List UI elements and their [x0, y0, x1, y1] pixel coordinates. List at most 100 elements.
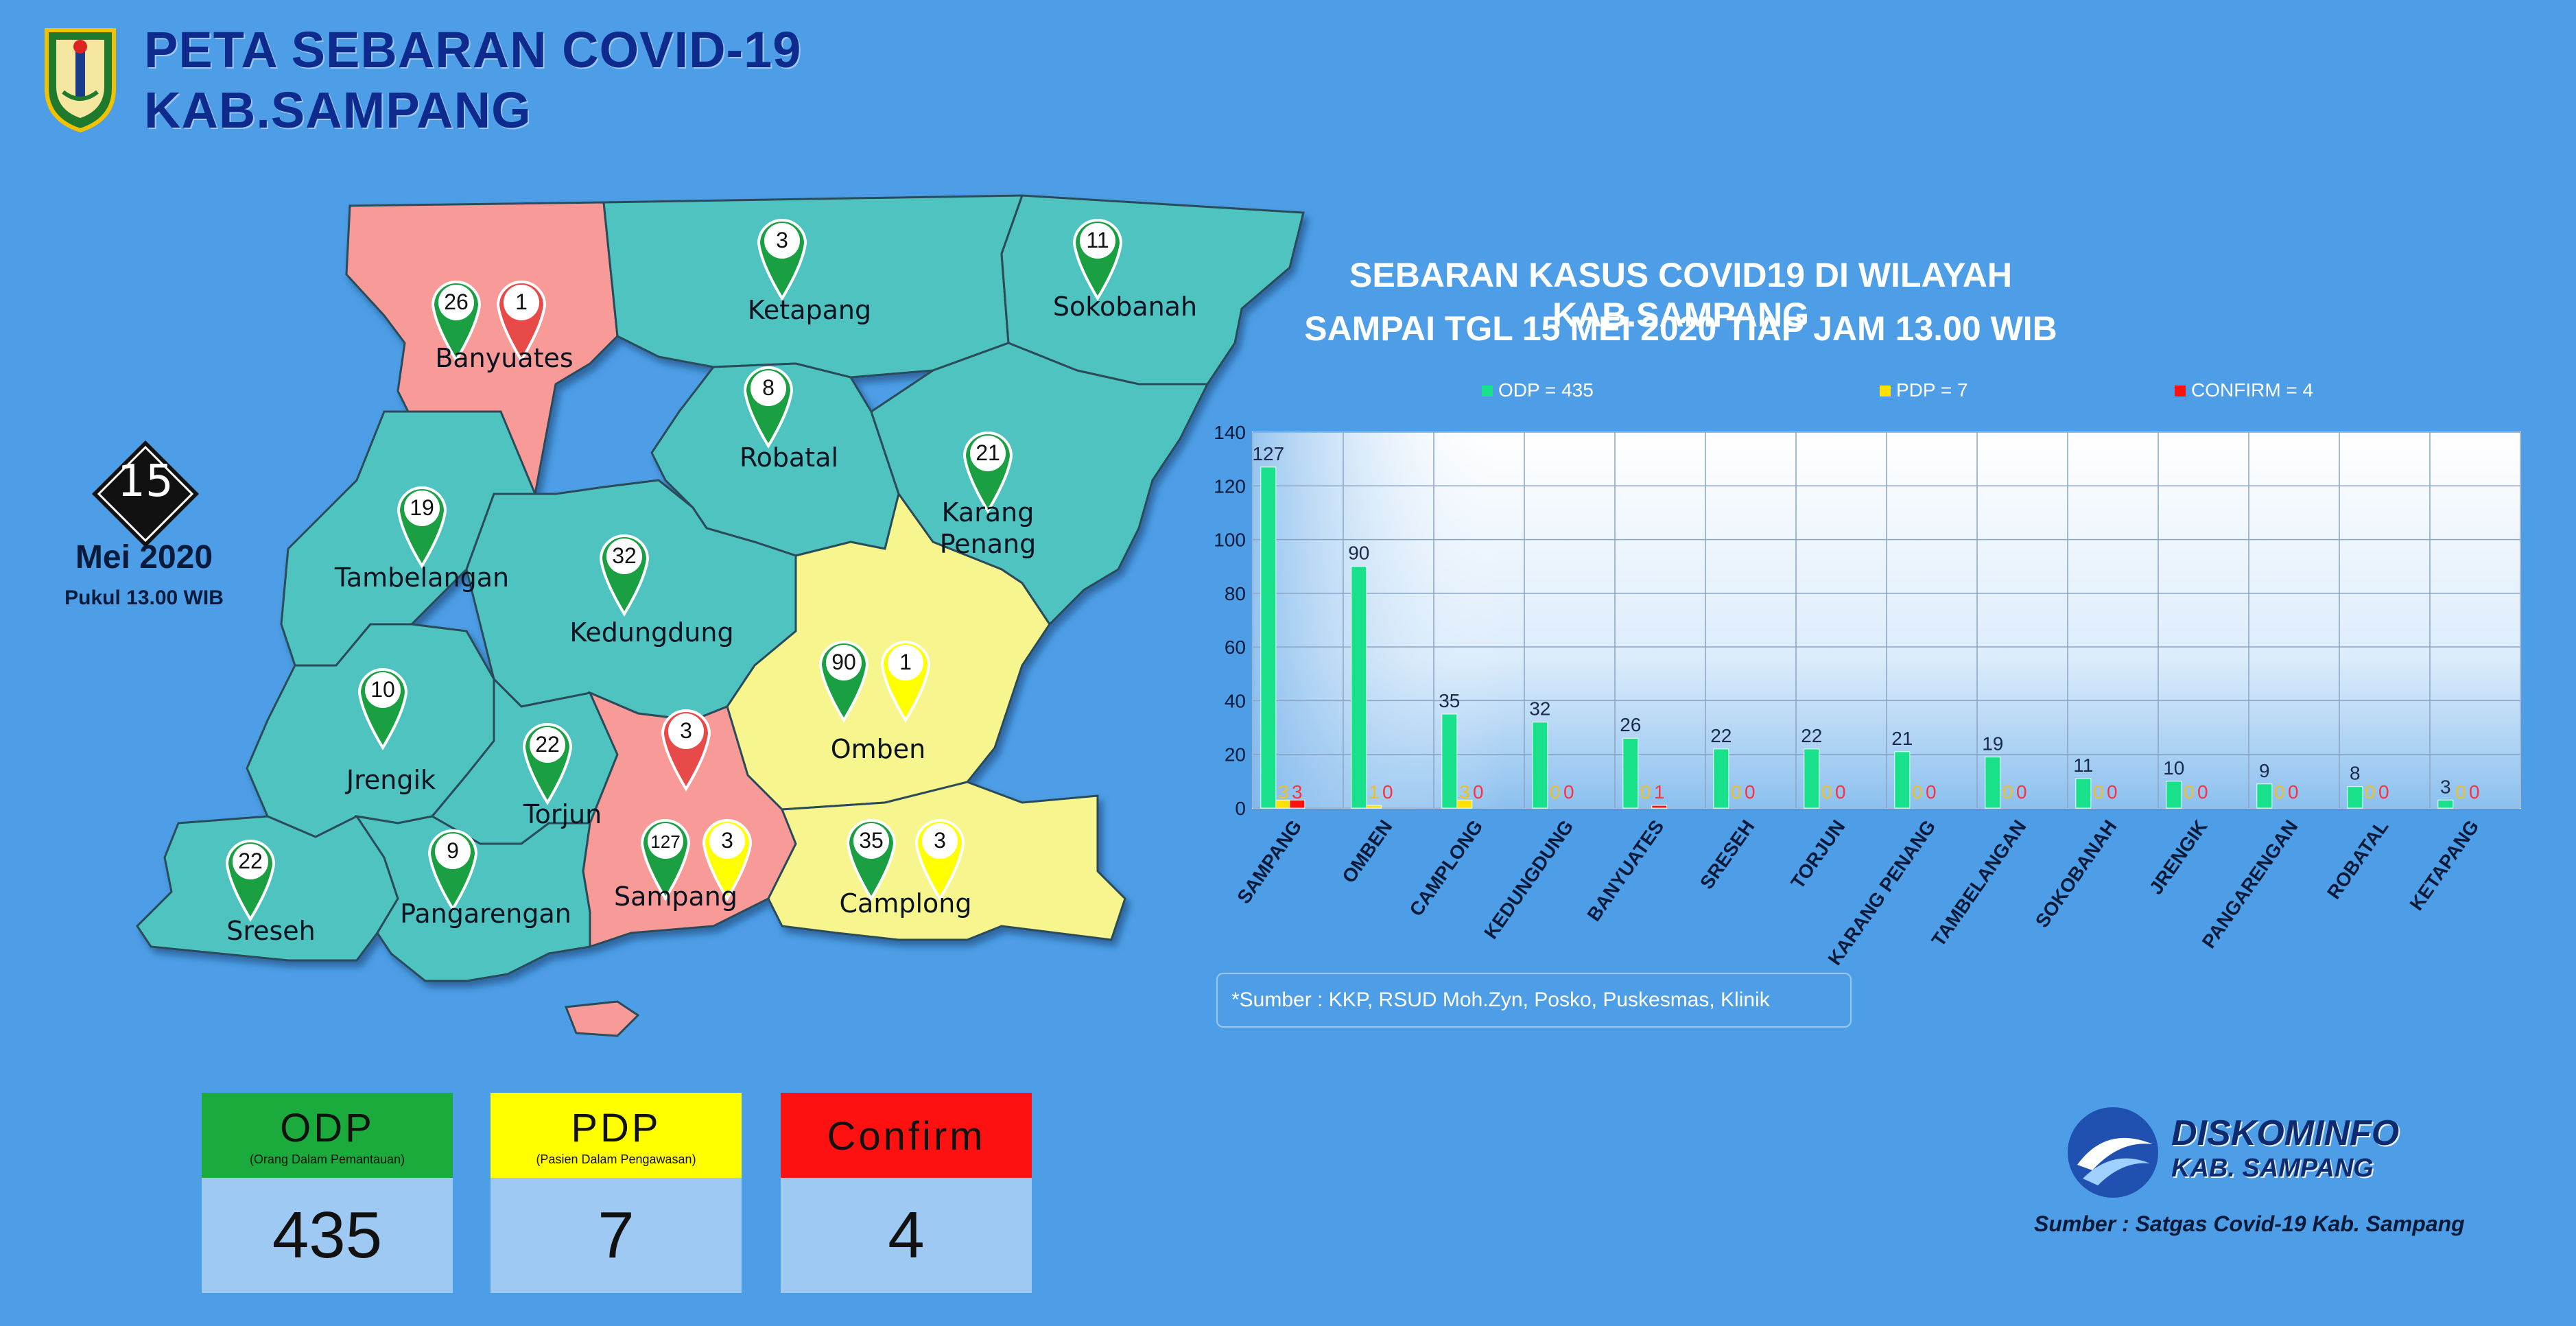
bar-value-label: 8	[2350, 763, 2361, 784]
bar-value-label: 0	[2365, 781, 2376, 803]
confirm-pin-value: 3	[680, 718, 692, 743]
bar-value-label: 0	[2107, 781, 2118, 803]
bar-value-label: 0	[1382, 781, 1393, 803]
island-mandangin	[564, 1000, 640, 1037]
bar-value-label: 0	[2288, 781, 2299, 803]
bar-value-label: 22	[1710, 725, 1732, 746]
bar-2	[1651, 805, 1668, 809]
bar-value-label: 35	[1439, 690, 1460, 711]
bar-value-label: 3	[1459, 781, 1470, 803]
odp-pin-robatal: 8	[743, 366, 794, 449]
odp-pin-value: 35	[859, 828, 884, 853]
region-sampang	[582, 691, 797, 949]
bar-0	[2075, 778, 2092, 809]
x-tick-label: SOKOBANAH	[2031, 816, 2121, 932]
bar-value-label: 0	[2274, 781, 2285, 803]
date-month: Mei 2020	[75, 539, 213, 576]
odp-pin-sokobanah: 11	[1072, 219, 1123, 301]
bar-value-label: 3	[2440, 776, 2451, 797]
y-tick-label: 20	[1225, 744, 1246, 766]
bar-value-label: 0	[1640, 781, 1651, 803]
y-tick-label: 140	[1214, 422, 1246, 443]
legend-label: PDP = 7	[1896, 379, 1968, 401]
odp-pin-ketapang: 3	[757, 219, 807, 301]
odp-pin-value: 8	[762, 375, 775, 400]
x-tick-label: OMBEN	[1338, 816, 1396, 887]
bar-value-label: 9	[2259, 760, 2270, 781]
bar-value-label: 21	[1891, 728, 1913, 749]
bar-0	[1532, 722, 1548, 809]
x-tick-label: PANGARENGAN	[2198, 816, 2302, 952]
pdp-total: 7	[491, 1178, 742, 1293]
bar-value-label: 0	[1550, 781, 1561, 803]
chart-source-note: *Sumber : KKP, RSUD Moh.Zyn, Posko, Pusk…	[1216, 973, 1852, 1028]
bar-value-label: 0	[1745, 781, 1756, 803]
odp-pin-torjun: 22	[522, 723, 573, 805]
bar-value-label: 0	[1563, 781, 1574, 803]
diskominfo-logo	[2068, 1107, 2158, 1198]
odp-pin-value: 9	[447, 838, 459, 863]
odp-pin-value: 90	[831, 650, 856, 674]
bar-value-label: 22	[1801, 725, 1822, 746]
pdp-pin-camplong: 3	[914, 819, 965, 901]
page-subtitle: KAB.SAMPANG	[144, 82, 532, 139]
y-tick-label: 80	[1225, 583, 1246, 604]
district-label-sreseh: Sreseh	[226, 916, 316, 946]
page-title: PETA SEBARAN COVID-19	[144, 21, 802, 78]
odp-pin-value: 21	[976, 440, 1000, 465]
legend-label: ODP = 435	[1498, 379, 1594, 401]
pdp-label: PDP	[571, 1106, 661, 1150]
odp-pin-pangarengan: 9	[427, 829, 478, 912]
bar-value-label: 0	[1731, 781, 1742, 803]
odp-pin-value: 11	[1086, 228, 1109, 252]
bar-0	[2437, 799, 2454, 809]
odp-total: 435	[202, 1178, 453, 1293]
bar-value-label: 0	[1821, 781, 1832, 803]
odp-pin-value: 19	[410, 495, 434, 520]
confirm-pin-value: 1	[515, 289, 528, 314]
bar-value-label: 127	[1252, 443, 1284, 464]
bar-value-label: 10	[2163, 757, 2184, 779]
x-tick-label: TAMBELANGAN	[1928, 816, 2031, 951]
odp-pin-value: 127	[650, 831, 680, 852]
bar-0	[1804, 748, 1820, 809]
legend-swatch	[1880, 386, 1891, 396]
bar-0	[1985, 757, 2001, 809]
bar-value-label: 0	[2378, 781, 2389, 803]
bar-1	[1456, 799, 1473, 809]
bar-value-label: 0	[2197, 781, 2208, 803]
odp-pin-camplong: 35	[846, 819, 897, 901]
district-label-banyuates: Banyuates	[435, 343, 573, 373]
odp-label: ODP	[280, 1106, 375, 1150]
pdp-pin-sampang: 3	[702, 819, 753, 901]
pdp-pin-value: 3	[721, 828, 733, 853]
pdp-pin-omben: 1	[880, 641, 931, 723]
bar-0	[2166, 781, 2182, 809]
odp-sublabel: (Orang Dalam Pemantauan)	[249, 1152, 405, 1166]
legend-swatch	[2175, 386, 2186, 396]
odp-pin-value: 32	[612, 543, 637, 568]
bar-chart: ODP = 435 PDP = 7 CONFIRM = 4 020406080100…	[1214, 379, 2521, 969]
bar-0	[1622, 737, 1639, 809]
bar-2	[1289, 799, 1305, 809]
bar-1	[1366, 805, 1382, 809]
district-label-camplong: Camplong	[840, 888, 972, 919]
odp-pin-tambelangan: 19	[397, 486, 447, 569]
district-label-pangarengan: Pangarengan	[400, 899, 571, 929]
district-label-torjun: Torjun	[523, 799, 602, 829]
org-subname: KAB. SAMPANG	[2171, 1154, 2374, 1183]
x-tick-label: SAMPANG	[1233, 816, 1305, 908]
odp-pin-jrengik: 10	[357, 668, 408, 750]
district-label-karang-penang: Penang	[940, 529, 1037, 559]
org-name: DISKOMINFO	[2171, 1113, 2400, 1153]
district-label-ketapang: Ketapang	[748, 295, 871, 325]
x-tick-label: KETAPANG	[2405, 816, 2483, 914]
y-tick-label: 100	[1214, 530, 1246, 551]
bar-value-label: 0	[1835, 781, 1846, 803]
pdp-pin-value: 3	[934, 828, 946, 853]
confirm-total: 4	[781, 1178, 1032, 1293]
y-tick-label: 40	[1225, 690, 1246, 711]
district-label-kedungdung: Kedungdung	[569, 617, 733, 648]
bar-0	[2347, 786, 2363, 809]
footer-source: Sumber : Satgas Covid-19 Kab. Sampang	[2034, 1211, 2465, 1236]
